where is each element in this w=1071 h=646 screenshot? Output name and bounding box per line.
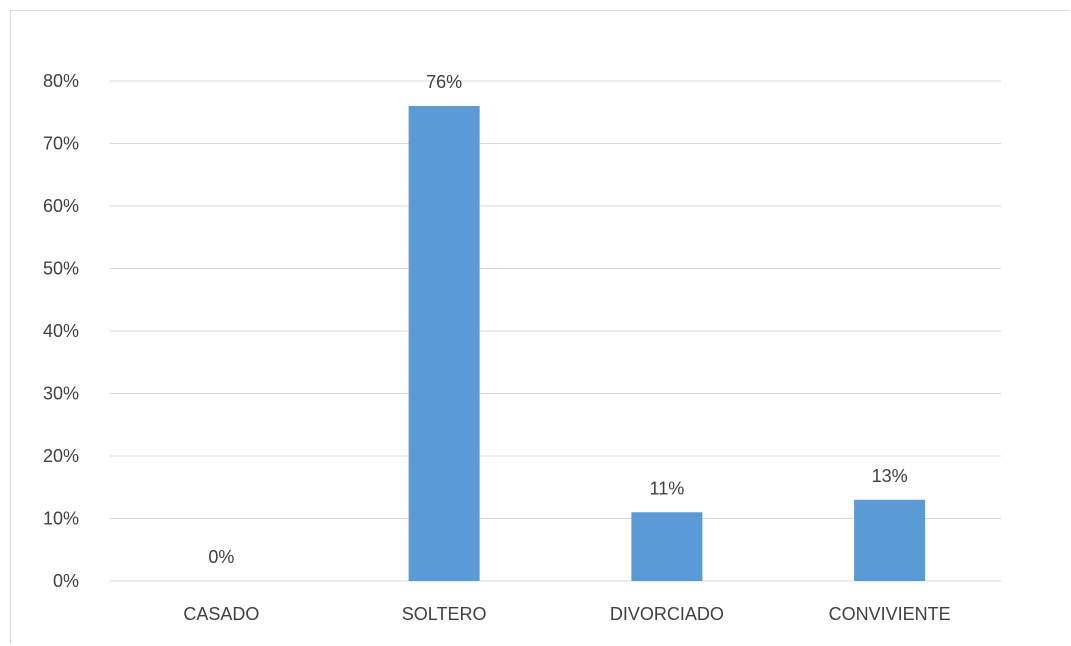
bar: [408, 106, 480, 581]
x-category-label: DIVORCIADO: [610, 604, 724, 624]
data-label: 11%: [650, 478, 685, 498]
y-axis-ticks: 0% 10% 20% 30% 40% 50% 60% 70% 80%: [43, 71, 79, 591]
y-tick-label: 40%: [43, 321, 79, 341]
y-tick-label: 30%: [43, 384, 79, 404]
x-category-label: CASADO: [183, 604, 259, 624]
y-tick-label: 60%: [43, 196, 79, 216]
y-tick-label: 50%: [43, 259, 79, 279]
data-label: 76%: [426, 72, 462, 92]
y-tick-label: 20%: [43, 446, 79, 466]
x-category-label: SOLTERO: [402, 604, 487, 624]
x-category-label: CONVIVIENTE: [829, 604, 951, 624]
data-label: 0%: [208, 547, 234, 567]
y-tick-label: 10%: [43, 509, 79, 529]
data-labels: 0% 76% 11% 13%: [208, 72, 907, 567]
x-axis-categories: CASADO SOLTERO DIVORCIADO CONVIVIENTE: [183, 604, 950, 624]
y-tick-label: 70%: [43, 134, 79, 154]
gridlines: [110, 80, 1001, 582]
bars: [408, 106, 926, 581]
bar: [631, 512, 703, 581]
y-tick-label: 0%: [53, 571, 79, 591]
data-label: 13%: [872, 466, 908, 486]
y-tick-label: 80%: [43, 71, 79, 91]
bar: [854, 499, 926, 581]
